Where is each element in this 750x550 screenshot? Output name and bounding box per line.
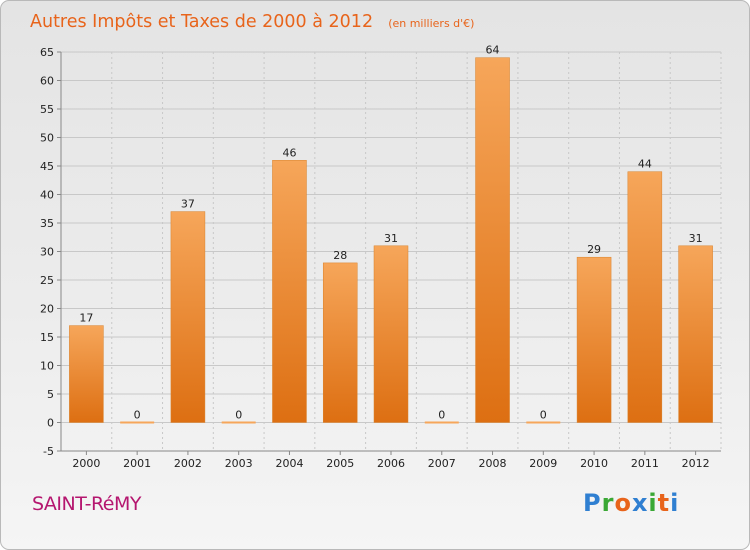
data-label: 64 xyxy=(486,44,500,57)
x-tick-label: 2002 xyxy=(174,457,202,470)
x-tick-label: 2011 xyxy=(631,457,659,470)
data-label: 0 xyxy=(540,409,547,422)
bar xyxy=(221,421,256,424)
y-tick-label: 15 xyxy=(40,331,54,344)
data-label: 0 xyxy=(134,409,141,422)
y-tick-label: 60 xyxy=(40,75,54,88)
bar xyxy=(373,245,409,423)
x-tick-label: 2006 xyxy=(377,457,405,470)
x-tick-label: 2000 xyxy=(72,457,100,470)
logo-letter: r xyxy=(601,489,615,517)
data-label: 46 xyxy=(282,146,296,159)
data-label: 31 xyxy=(384,232,398,245)
logo-letter: x xyxy=(631,489,649,517)
y-tick-label: 65 xyxy=(40,46,54,59)
data-label: 31 xyxy=(689,232,703,245)
bar xyxy=(424,421,459,424)
y-tick-label: 55 xyxy=(40,103,54,116)
logo-letter: t xyxy=(657,489,671,517)
y-tick-label: 10 xyxy=(40,360,54,373)
y-tick-label: 25 xyxy=(40,274,54,287)
bar xyxy=(576,256,612,423)
x-tick-label: 2001 xyxy=(123,457,151,470)
y-tick-label: 50 xyxy=(40,132,54,145)
bar xyxy=(526,421,561,424)
x-tick-label: 2012 xyxy=(682,457,710,470)
bar xyxy=(627,171,663,423)
chart-title: Autres Impôts et Taxes de 2000 à 2012 (e… xyxy=(30,12,474,32)
y-tick-label: 35 xyxy=(40,217,54,230)
data-label: 28 xyxy=(333,249,347,262)
logo-letter: i xyxy=(648,489,658,517)
label-layer: 17 0 37 0 46 28 31 0 64 0 29 44 31 xyxy=(79,44,702,422)
logo-letter: i xyxy=(670,489,680,517)
y-tick-label: 5 xyxy=(47,388,54,401)
proxiti-logo: Proxiti xyxy=(583,489,679,517)
x-tick-label: 2005 xyxy=(326,457,354,470)
y-tick-label: -5 xyxy=(43,445,54,458)
bar-layer xyxy=(69,57,713,424)
bar xyxy=(678,245,713,423)
x-tick-label: 2009 xyxy=(529,457,557,470)
data-label: 0 xyxy=(438,409,445,422)
data-label: 37 xyxy=(181,198,195,211)
x-tick-label: 2003 xyxy=(225,457,253,470)
logo-letter: o xyxy=(614,489,632,517)
axis-layer: -5 0 5 10 15 20 25 30 35 40 45 50 55 60 65 2000 2001 2002… xyxy=(40,46,721,470)
bar xyxy=(170,211,206,423)
data-label: 29 xyxy=(587,243,601,256)
bar xyxy=(272,160,307,423)
y-tick-label: 0 xyxy=(47,417,54,430)
logo-letter: P xyxy=(583,489,602,517)
x-tick-label: 2010 xyxy=(580,457,608,470)
data-label: 0 xyxy=(235,409,242,422)
commune-name: SAINT-RéMY xyxy=(32,493,141,515)
y-tick-label: 20 xyxy=(40,303,54,316)
x-tick-label: 2004 xyxy=(275,457,303,470)
bar xyxy=(322,262,358,423)
y-tick-label: 45 xyxy=(40,160,54,173)
y-tick-label: 40 xyxy=(40,189,54,202)
bar xyxy=(120,421,155,424)
bar xyxy=(475,57,510,423)
y-tick-label: 30 xyxy=(40,246,54,259)
x-tick-label: 2007 xyxy=(428,457,456,470)
data-label: 17 xyxy=(79,312,93,325)
x-tick-label: 2008 xyxy=(479,457,507,470)
unit-label: (en milliers d'€) xyxy=(388,17,474,30)
data-label: 44 xyxy=(638,158,652,171)
bar xyxy=(69,325,104,423)
chart-title-text: Autres Impôts et Taxes de 2000 à 2012 xyxy=(30,12,373,32)
